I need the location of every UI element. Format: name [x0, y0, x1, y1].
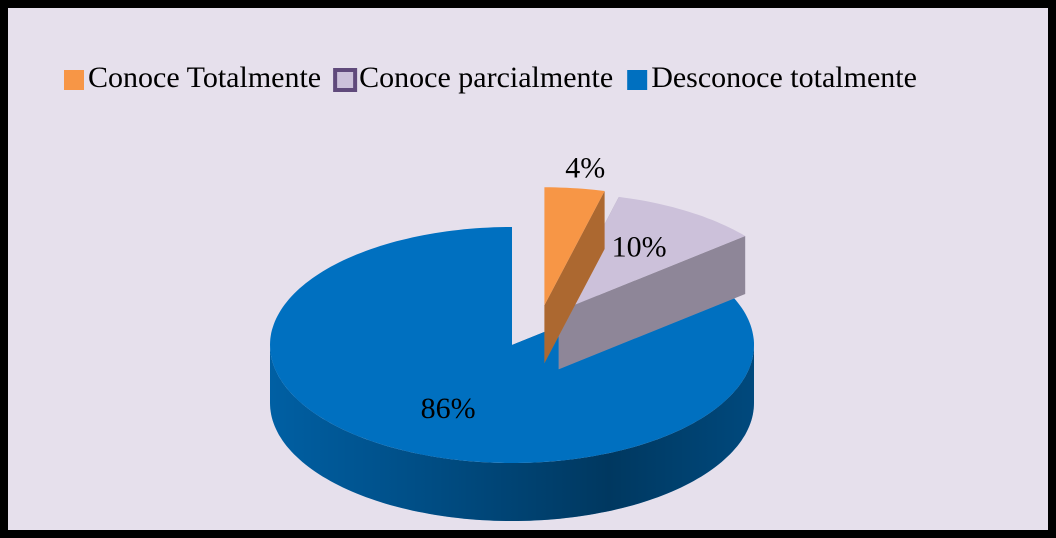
- data-labels: 4% 10% 86%: [421, 152, 667, 426]
- data-label: 4%: [565, 152, 605, 185]
- slice-face: [544, 191, 605, 364]
- legend-marker: [64, 70, 84, 90]
- legend-marker: [333, 68, 358, 92]
- legend-label: Conoce Totalmente: [88, 61, 321, 94]
- data-label: 86%: [421, 392, 476, 425]
- slice-face-shade: [544, 191, 605, 364]
- slice-face-shade: [558, 236, 746, 370]
- legend-label: Conoce parcialmente: [359, 61, 613, 94]
- slice-wall-shade: [270, 345, 754, 521]
- legend: Conoce Totalmente Conoce parcialmente Desc…: [64, 61, 917, 94]
- slice-face: [558, 236, 746, 370]
- slice: [558, 196, 746, 312]
- slice: [544, 187, 605, 306]
- slice: [270, 227, 754, 463]
- legend-label: Desconoce totalmente: [651, 61, 917, 94]
- legend-marker: [627, 70, 648, 90]
- pie: [270, 187, 754, 521]
- data-label: 10%: [612, 230, 667, 263]
